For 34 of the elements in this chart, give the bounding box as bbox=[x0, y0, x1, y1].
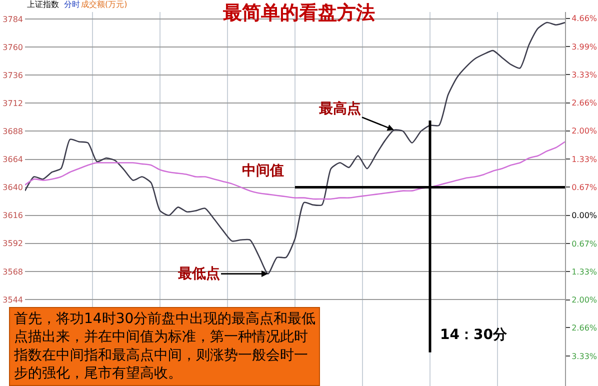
y-tick-label: 3592 bbox=[2, 239, 23, 248]
y2-tick-label: 2.00% bbox=[572, 126, 598, 136]
y2-tick-label: 2.66% bbox=[572, 323, 598, 332]
y2-tick-label: 0.67% bbox=[572, 182, 598, 192]
y2-tick-label: 2.00% bbox=[572, 296, 598, 305]
y-tick-label: 3712 bbox=[2, 98, 23, 108]
y-tick-label: 3568 bbox=[2, 267, 23, 276]
y2-tick-label: 0.00% bbox=[572, 211, 598, 220]
y2-tick-label: 1.33% bbox=[572, 154, 598, 164]
y2-tick-label: 3.33% bbox=[572, 70, 598, 80]
y2-tick-label: 0.67% bbox=[572, 239, 598, 248]
annotation: 最低点 bbox=[177, 266, 220, 282]
text: 分时 bbox=[64, 0, 80, 9]
annotation: 首先，将功14时30分前盘中出现的最高点和最低点描出来，并在中间值为标准，第一种情况此时指数在中间指和最高点中间，则涨势一般会时一步的强化，尾市有望高收。 bbox=[13, 311, 316, 382]
y-tick-label: 3760 bbox=[2, 42, 23, 52]
y-tick-label: 3616 bbox=[2, 211, 23, 220]
y-tick-label: 3640 bbox=[2, 183, 23, 192]
y2-tick-label: 1.33% bbox=[572, 267, 598, 276]
y-tick-label: 3784 bbox=[2, 14, 23, 24]
y2-tick-label: 2.66% bbox=[572, 98, 598, 108]
y2-tick-label: 3.99% bbox=[572, 42, 598, 52]
ref-line-label: 中间值 bbox=[242, 163, 284, 179]
annotation: 最高点 bbox=[318, 100, 361, 117]
y-tick-label: 3664 bbox=[2, 155, 23, 164]
chart-title: 最简单的看盘方法 bbox=[222, 2, 375, 24]
text: 上证指数 bbox=[27, 0, 59, 9]
y2-tick-label: 4.66% bbox=[572, 14, 598, 24]
annotation: 14：30分 bbox=[440, 327, 508, 343]
y-tick-label: 3736 bbox=[2, 70, 23, 80]
y2-tick-label: 3.33% bbox=[572, 352, 598, 361]
line-series bbox=[25, 141, 565, 200]
text: 成交额(万元) bbox=[81, 0, 128, 9]
y-tick-label: 3688 bbox=[2, 127, 23, 136]
y-tick-label: 3544 bbox=[2, 295, 23, 304]
